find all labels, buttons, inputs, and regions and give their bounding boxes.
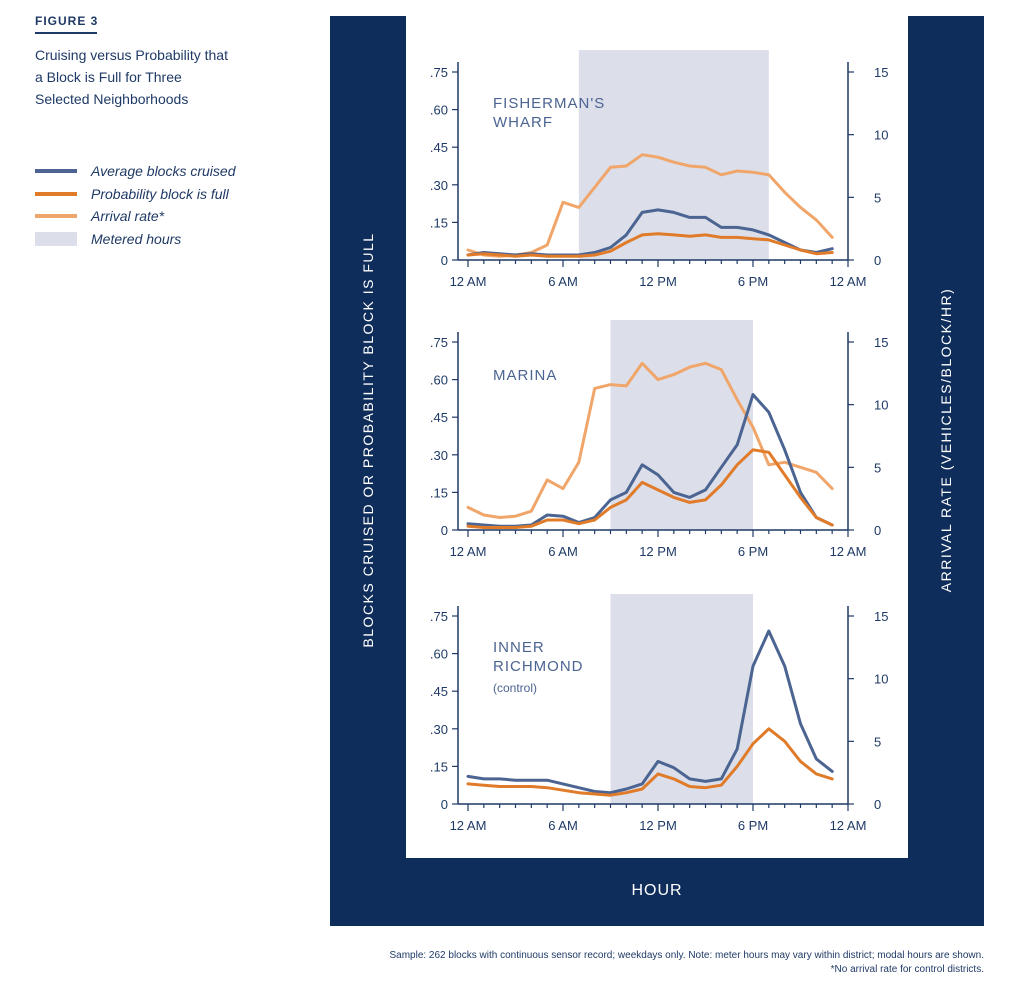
left-tick-label: .60 [430,373,448,388]
x-tick-label: 6 PM [738,818,768,833]
right-tick-label: 10 [874,398,888,413]
chart-fisherman-s-wharf: 0 .15 .30 .45 .60 .75 0 5 10 15 12 AM 6 AM 12 PM 6 PM… [430,50,888,289]
left-tick-label: .75 [430,335,448,350]
right-tick-label: 15 [874,609,888,624]
chart-title-line: FISHERMAN'S [493,95,605,112]
chart-marina: 0 .15 .30 .45 .60 .75 0 5 10 15 12 AM 6 AM 12 PM 6 PM… [430,320,888,559]
right-tick-label: 15 [874,65,888,80]
right-tick-label: 10 [874,128,888,143]
chart-title: MARINA [493,367,557,384]
legend-item-arrival-rate: Arrival rate* [35,205,235,228]
chart-title-line: MARINA [493,367,557,384]
x-tick-label: 6 AM [548,274,578,289]
left-tick-label: .15 [430,759,448,774]
left-tick-label: .60 [430,103,448,118]
left-tick-label: .45 [430,410,448,425]
series-line-probability-block-is-full [466,727,834,797]
right-tick-label: 5 [874,460,881,475]
x-tick-label: 6 AM [548,818,578,833]
right-tick-label: 15 [874,335,888,350]
legend: Average blocks cruised Probability block… [35,160,235,250]
left-tick-label: .30 [430,178,448,193]
chart-title-line: WHARF [493,114,553,131]
x-tick-label: 6 PM [738,274,768,289]
right-tick-label: 10 [874,672,888,687]
chart-title: INNER RICHMOND [493,639,584,675]
left-tick-label: 0 [441,253,448,268]
legend-swatch-blocks-cruised [35,169,77,174]
metered-hours-band [578,50,769,260]
x-tick-label: 12 AM [830,274,867,289]
legend-swatch-probability-full [35,191,77,196]
figure-title: Cruising versus Probability that a Block… [35,47,228,107]
x-tick-label: 6 AM [548,544,578,559]
chart-subtitle: (control) [493,681,537,695]
metered-hours-band [610,594,753,804]
left-tick-label: .15 [430,215,448,230]
left-tick-label: .30 [430,722,448,737]
legend-label: Arrival rate* [91,208,165,225]
x-tick-label: 12 PM [639,544,677,559]
series-line-arrival-rate [466,361,834,519]
legend-swatch-arrival-rate [35,214,77,219]
right-tick-label: 5 [874,734,881,749]
legend-swatch-metered-hours [35,231,77,246]
legend-label: Average blocks cruised [91,163,236,180]
left-tick-label: .30 [430,448,448,463]
left-tick-label: .15 [430,485,448,500]
left-tick-label: .75 [430,65,448,80]
x-tick-label: 12 PM [639,818,677,833]
source-note: Sample: 262 blocks with continuous senso… [389,949,984,977]
x-axis-label: HOUR [631,882,683,899]
x-tick-label: 12 AM [830,818,867,833]
chart-title-line: INNER [493,639,545,656]
x-tick-label: 6 PM [738,544,768,559]
chart-title-line: RICHMOND [493,658,584,675]
right-tick-label: 0 [874,797,881,812]
note-line-1: Sample: 262 blocks with continuous senso… [389,950,984,961]
chart-inner-richmond: 0 .15 .30 .45 .60 .75 0 5 10 15 12 AM 6 AM 12 PM 6 PM… [430,594,888,833]
left-tick-label: .75 [430,609,448,624]
note-line-2: *No arrival rate for control districts. [830,964,984,975]
x-tick-label: 12 PM [639,274,677,289]
left-tick-label: .45 [430,140,448,155]
left-tick-label: .45 [430,684,448,699]
figure-label: FIGURE 3 [35,14,99,28]
series-line-probability-block-is-full [466,448,834,529]
legend-item-blocks-cruised: Average blocks cruised [35,160,235,183]
right-tick-label: 5 [874,190,881,205]
series-line-average-blocks-cruised [466,629,834,795]
chart-title: FISHERMAN'S WHARF [493,95,605,131]
left-tick-label: 0 [441,797,448,812]
left-tick-label: .60 [430,647,448,662]
left-tick-label: 0 [441,523,448,538]
x-tick-label: 12 AM [450,544,487,559]
legend-item-metered-hours: Metered hours [35,228,235,251]
legend-label: Probability block is full [91,185,229,202]
figure-label-rule [35,32,97,34]
x-tick-label: 12 AM [830,544,867,559]
right-tick-label: 0 [874,253,881,268]
legend-label: Metered hours [91,230,182,247]
legend-item-probability-full: Probability block is full [35,183,235,206]
right-tick-label: 0 [874,523,881,538]
series-line-probability-block-is-full [466,232,834,258]
x-tick-label: 12 AM [450,274,487,289]
x-tick-label: 12 AM [450,818,487,833]
